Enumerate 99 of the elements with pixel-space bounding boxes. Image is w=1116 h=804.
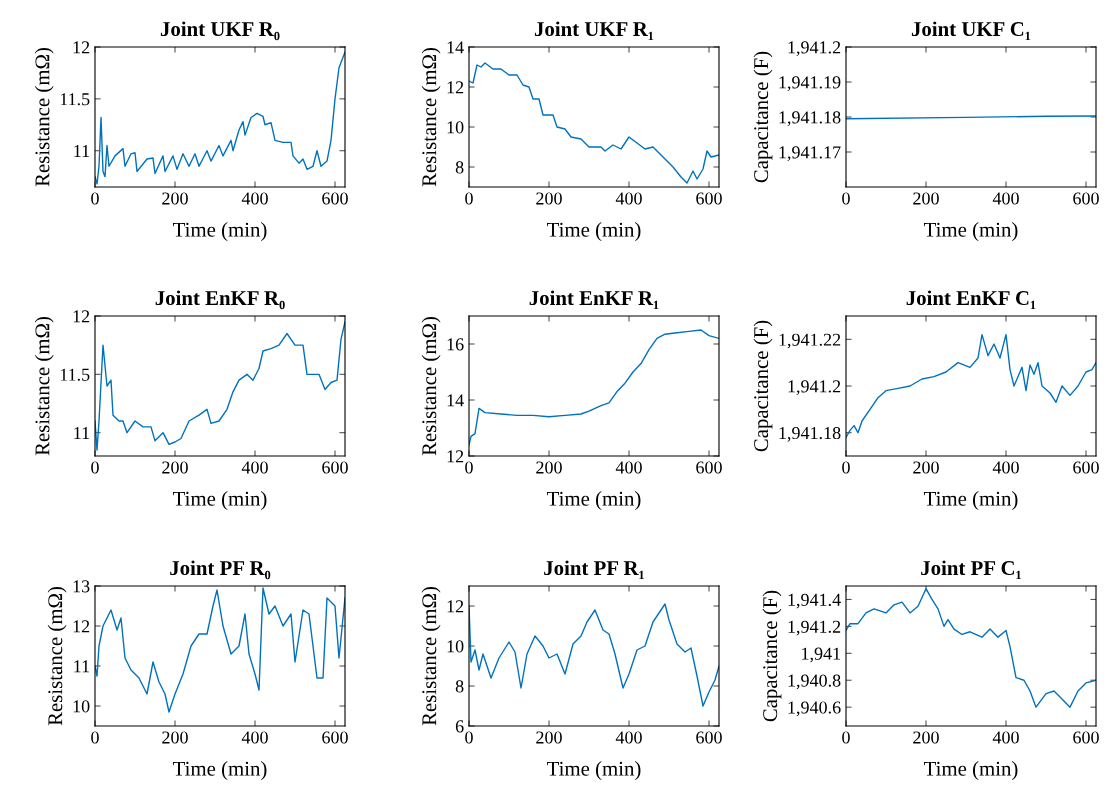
- x-axis-title: Time (min): [924, 491, 1018, 511]
- x-tick-label: 0: [91, 461, 99, 474]
- y-axis-title: Resistance (mΩ): [421, 316, 441, 456]
- x-tick-label: 200: [536, 461, 562, 474]
- y-axis-title: Capacitance (F): [753, 320, 773, 452]
- y-tick-label: 11.5: [60, 368, 90, 381]
- y-tick-label: 12: [73, 620, 90, 633]
- y-tick-label: 1,941.22: [779, 333, 841, 349]
- y-tick-label: 13: [73, 580, 90, 593]
- x-axis-title: Time (min): [173, 761, 267, 781]
- x-tick-label: 400: [992, 731, 1019, 744]
- x-axis-title: Time (min): [547, 222, 641, 242]
- y-tick-label: 12: [73, 41, 90, 54]
- x-tick-label: 600: [696, 192, 722, 205]
- x-axis-title: Time (min): [547, 761, 641, 781]
- x-tick-label: 600: [322, 731, 348, 744]
- y-tick-label: 6: [455, 720, 464, 733]
- chart-title: Joint PF C₁: [921, 560, 1021, 580]
- x-tick-label: 600: [1073, 461, 1099, 474]
- x-tick-label: 400: [992, 192, 1019, 205]
- x-tick-label: 200: [913, 192, 939, 205]
- y-axis-title: Resistance (mΩ): [47, 586, 67, 726]
- x-tick-label: 400: [615, 461, 642, 474]
- y-tick-label: 11: [74, 427, 90, 439]
- x-tick-label: 400: [241, 731, 268, 744]
- x-tick-label: 200: [536, 731, 562, 744]
- x-tick-label: 0: [842, 461, 850, 474]
- y-tick-label: 1,940.6: [788, 701, 841, 717]
- y-tick-label: 1,941.19: [779, 76, 841, 92]
- y-tick-label: 11.5: [60, 93, 90, 106]
- x-tick-label: 600: [1073, 192, 1099, 205]
- chart-title: Joint EnKF R₀: [155, 290, 285, 310]
- x-tick-label: 200: [536, 192, 562, 205]
- x-axis-title: Time (min): [173, 222, 267, 242]
- y-tick-label: 1,941.18: [779, 111, 841, 127]
- y-tick-label: 1,940.8: [788, 674, 841, 690]
- x-tick-label: 0: [91, 731, 99, 744]
- y-tick-label: 12: [73, 310, 90, 323]
- x-tick-label: 400: [615, 192, 642, 205]
- y-tick-label: 10: [447, 640, 464, 653]
- line-series: [469, 62, 719, 184]
- y-axis-title: Capacitance (F): [753, 51, 773, 183]
- x-tick-label: 400: [992, 461, 1019, 474]
- x-tick-label: 400: [241, 461, 268, 474]
- y-tick-label: 12: [447, 600, 464, 613]
- x-tick-label: 200: [913, 461, 939, 474]
- x-tick-label: 200: [162, 731, 188, 744]
- x-axis-title: Time (min): [924, 222, 1018, 242]
- chart-title: Joint UKF R₁: [534, 21, 654, 41]
- x-tick-label: 600: [1073, 731, 1099, 744]
- x-tick-label: 400: [615, 731, 642, 744]
- x-axis-title: Time (min): [173, 491, 267, 511]
- y-tick-label: 1,941.2: [788, 620, 841, 636]
- y-tick-label: 16: [447, 338, 464, 351]
- y-tick-label: 14: [447, 41, 464, 54]
- x-tick-label: 200: [162, 461, 188, 474]
- x-tick-label: 600: [696, 461, 722, 474]
- y-tick-label: 12: [447, 81, 464, 94]
- chart-title: Joint UKF C₁: [911, 21, 1031, 41]
- y-tick-label: 11: [74, 660, 90, 673]
- x-tick-label: 0: [465, 731, 473, 744]
- x-tick-label: 200: [913, 731, 939, 744]
- y-tick-label: 10: [447, 121, 464, 134]
- y-tick-label: 8: [455, 161, 464, 174]
- chart-title: Joint EnKF C₁: [906, 290, 1036, 310]
- x-tick-label: 0: [842, 192, 850, 205]
- y-tick-label: 10: [73, 700, 90, 713]
- y-tick-label: 1,941.17: [779, 146, 841, 162]
- x-axis-title: Time (min): [924, 761, 1018, 781]
- y-tick-label: 11: [74, 145, 90, 157]
- x-tick-label: 600: [322, 192, 348, 205]
- y-axis-title: Resistance (mΩ): [421, 47, 441, 187]
- x-tick-label: 600: [322, 461, 348, 474]
- x-tick-label: 200: [162, 192, 188, 205]
- chart-title: Joint EnKF R₁: [529, 290, 659, 310]
- line-series: [846, 333, 1096, 439]
- y-tick-label: 8: [455, 680, 464, 693]
- x-tick-label: 0: [465, 461, 473, 474]
- y-tick-label: 1,941.18: [779, 426, 841, 442]
- y-tick-label: 1,941.2: [788, 380, 841, 396]
- x-tick-label: 600: [696, 731, 722, 744]
- chart-title: Joint UKF R₀: [160, 21, 280, 41]
- y-axis-title: Capacitance (F): [762, 590, 782, 722]
- x-tick-label: 0: [91, 192, 99, 205]
- y-tick-label: 12: [447, 450, 464, 463]
- y-tick-label: 1,941: [802, 647, 841, 663]
- x-axis-title: Time (min): [547, 491, 641, 511]
- x-tick-label: 0: [465, 192, 473, 205]
- y-tick-label: 1,941.4: [788, 593, 841, 609]
- x-tick-label: 0: [842, 731, 850, 744]
- y-axis-title: Resistance (mΩ): [421, 586, 441, 726]
- line-series: [469, 603, 719, 707]
- x-tick-label: 400: [241, 192, 268, 205]
- chart-title: Joint PF R₁: [544, 560, 644, 580]
- y-axis-title: Resistance (mΩ): [34, 47, 54, 187]
- y-tick-label: 1,941.2: [788, 41, 841, 57]
- chart-title: Joint PF R₀: [170, 560, 271, 580]
- y-tick-label: 14: [447, 394, 464, 407]
- y-axis-title: Resistance (mΩ): [34, 316, 54, 456]
